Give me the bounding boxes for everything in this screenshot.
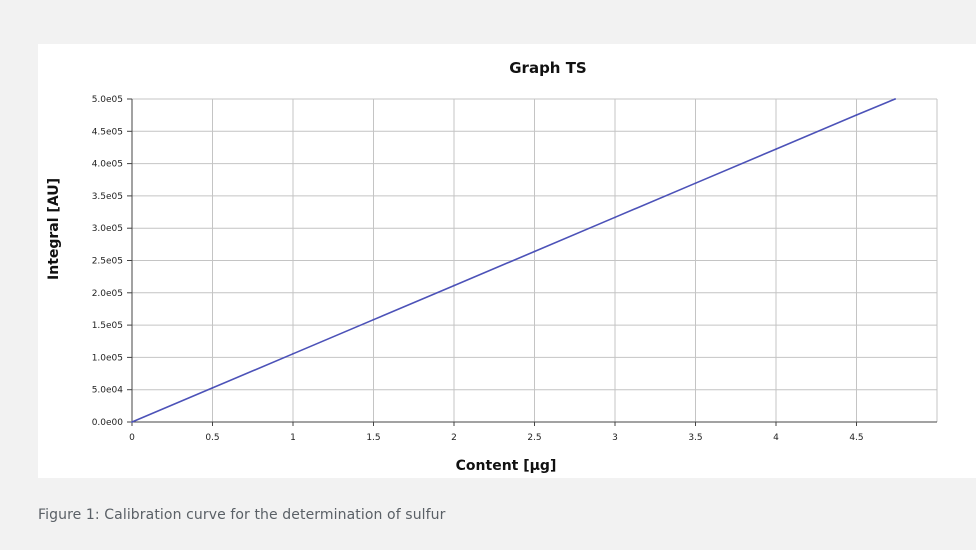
series-point xyxy=(894,98,897,100)
x-tick-label: 0 xyxy=(129,433,135,443)
series-point xyxy=(211,386,214,389)
series-point xyxy=(533,250,536,253)
y-tick-label: 0.0e00 xyxy=(92,418,124,428)
y-tick-label: 2.0e05 xyxy=(92,289,123,299)
y-tick-label: 5.0e04 xyxy=(92,386,124,396)
x-tick-label: 2 xyxy=(451,433,457,443)
y-tick-label: 4.0e05 xyxy=(92,160,123,170)
series-layer xyxy=(131,98,897,423)
x-tick-label: 0.5 xyxy=(205,433,219,443)
series-point xyxy=(775,148,777,151)
x-tick-label: 3.5 xyxy=(688,433,702,443)
series-point xyxy=(453,284,455,287)
series-point xyxy=(855,114,858,116)
y-tick-label: 5.0e05 xyxy=(92,95,123,105)
y-axis-title: Integral [AU] xyxy=(46,178,62,280)
chart-area: Graph TS 0 0.5 1 1.5 2 2.5 3 3.5 4 4.5 0.0e00 5.0e0… xyxy=(38,44,976,478)
x-tick-label: 1 xyxy=(290,433,296,443)
y-tick-label: 1.5e05 xyxy=(92,321,123,331)
grid-lines xyxy=(132,98,938,422)
x-tick-label: 4.5 xyxy=(849,433,863,443)
series-point xyxy=(694,182,697,185)
figure-caption: Figure 1: Calibration curve for the dete… xyxy=(38,507,446,523)
series-point xyxy=(292,352,294,355)
x-tick-label: 2.5 xyxy=(527,433,541,443)
y-tick-label: 2.5e05 xyxy=(92,257,123,267)
series-point xyxy=(372,318,375,321)
y-tick-label: 3.5e05 xyxy=(92,192,123,202)
chart-title: Graph TS xyxy=(509,59,587,77)
series-point xyxy=(614,216,616,219)
y-tick-label: 1.0e05 xyxy=(92,353,123,363)
axes xyxy=(127,98,937,426)
x-tick-label: 1.5 xyxy=(366,433,380,443)
tick-labels: 0 0.5 1 1.5 2 2.5 3 3.5 4 4.5 0.0e00 5.0e04 1.0e05 1.… xyxy=(92,95,864,443)
x-tick-label: 3 xyxy=(612,433,618,443)
x-tick-label: 4 xyxy=(773,433,779,443)
y-tick-label: 4.5e05 xyxy=(92,127,123,137)
x-axis-title: Content [µg] xyxy=(456,458,557,474)
calibration-chart: Graph TS 0 0.5 1 1.5 2 2.5 3 3.5 4 4.5 0.0e00 5.0e0… xyxy=(46,59,938,474)
y-tick-label: 3.0e05 xyxy=(92,224,123,234)
series-point xyxy=(131,421,133,423)
